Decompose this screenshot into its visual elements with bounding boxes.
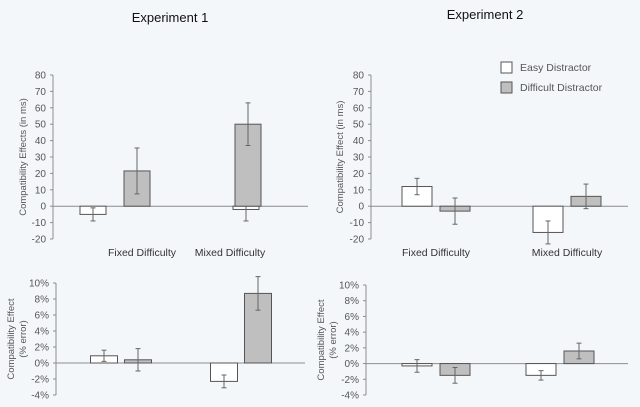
y-tick-label: 50	[35, 120, 47, 131]
y-axis-label: (% error)	[18, 320, 29, 357]
category-label: Mixed Difficulty	[195, 247, 266, 259]
y-tick-label: 40	[353, 136, 365, 147]
y-tick-label: -20	[32, 235, 47, 246]
y-tick-label: 2%	[345, 343, 360, 354]
y-tick-label: 30	[353, 153, 365, 164]
y-tick-label: 20	[35, 169, 47, 180]
y-tick-label: 80	[353, 71, 365, 82]
y-tick-label: 8%	[35, 295, 50, 306]
y-axis-label: (% error)	[328, 321, 339, 358]
y-tick-label: 0	[358, 202, 364, 213]
experiment-1-title: Experiment 1	[132, 10, 209, 25]
y-tick-label: 10	[35, 185, 47, 196]
y-tick-label: 60	[353, 103, 365, 114]
y-tick-label: 4%	[345, 328, 360, 339]
experiment-2-title: Experiment 2	[447, 7, 524, 22]
y-tick-label: 30	[35, 153, 47, 164]
category-label: Fixed Difficulty	[402, 247, 471, 259]
y-tick-label: -2%	[341, 375, 359, 386]
y-tick-label: 8%	[345, 296, 360, 307]
legend-swatch-difficult	[500, 81, 513, 94]
legend-swatch-easy	[500, 61, 513, 74]
y-tick-label: 6%	[35, 311, 50, 322]
y-tick-label: 80	[35, 71, 47, 82]
y-tick-label: -10	[350, 218, 365, 229]
category-label: Fixed Difficulty	[108, 247, 177, 259]
y-tick-label: 70	[35, 87, 47, 98]
y-tick-label: -2%	[31, 375, 49, 386]
y-tick-label: 0%	[345, 359, 360, 370]
y-tick-label: 70	[353, 87, 365, 98]
y-tick-label: -20	[350, 235, 365, 246]
y-tick-label: 0%	[35, 359, 50, 370]
chart-exp1-rt: -20 -10 0 10 20 30 40 50 60 70 80 Compatibility Eff…	[18, 71, 308, 259]
y-tick-label: 10%	[29, 279, 49, 290]
category-label: Mixed Difficulty	[532, 247, 603, 259]
y-axis-label: Compatibility Effect (in ms)	[335, 101, 346, 214]
y-axis-label: Compatibility Effect	[6, 298, 17, 379]
legend-label-difficult: Difficult Distractor	[520, 82, 603, 94]
y-tick-label: 10	[353, 185, 365, 196]
legend: Easy Distractor Difficult Distractor	[500, 61, 603, 94]
y-tick-label: -4%	[31, 391, 49, 402]
y-tick-label: 50	[353, 120, 365, 131]
y-tick-label: 60	[35, 103, 47, 114]
y-tick-label: 10%	[339, 281, 359, 292]
chart-exp2-rt: -20 -10 0 10 20 30 40 50 60 70 80 Compatibility Eff…	[335, 71, 628, 259]
y-axis-label: Compatibility Effects (in ms)	[18, 98, 29, 216]
chart-exp2-err: -4% -2% 0% 2% 4% 6% 8% 10% Compatibility Effect(…	[316, 281, 628, 402]
legend-label-easy: Easy Distractor	[520, 62, 592, 74]
y-tick-label: -4%	[341, 391, 359, 402]
y-axis-label: Compatibility Effect	[316, 299, 327, 380]
y-tick-label: 4%	[35, 327, 50, 338]
y-tick-label: 0	[40, 202, 46, 213]
y-tick-label: -10	[32, 218, 47, 229]
y-tick-label: 20	[353, 169, 365, 180]
chart-exp1-err: -4% -2% 0% 2% 4% 6% 8% 10% Compatibility Effect(…	[6, 276, 305, 402]
y-tick-label: 2%	[35, 343, 50, 354]
y-tick-label: 40	[35, 136, 47, 147]
y-tick-label: 6%	[345, 312, 360, 323]
